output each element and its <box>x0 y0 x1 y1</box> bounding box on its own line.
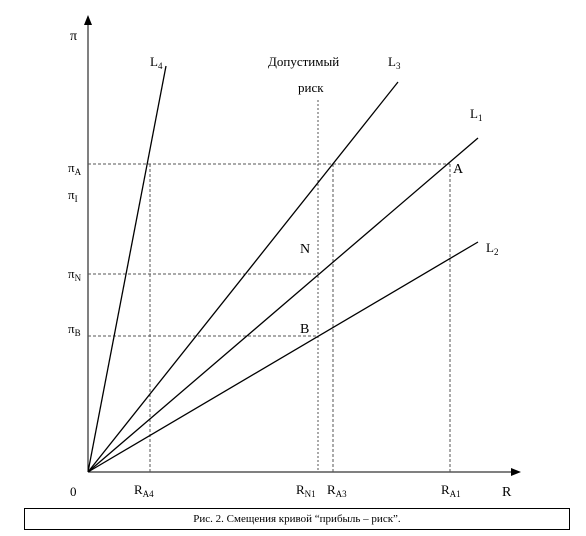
point-label-a: A <box>453 162 464 177</box>
x-tick-r-a1: RA1 <box>441 482 461 499</box>
line-l1 <box>87 137 479 473</box>
y-tick-pi-b: πB <box>68 321 81 338</box>
x-tick-r-a4: RA4 <box>134 482 154 499</box>
label-l4: L4 <box>150 54 163 71</box>
y-axis-label: π <box>70 29 77 44</box>
line-l3 <box>87 81 399 473</box>
y-tick-pi-a: πA <box>68 160 82 177</box>
point-label-b: B <box>300 322 309 337</box>
y-tick-pi-i: πI <box>68 187 78 204</box>
acceptable-risk-label-line1: Допустимый <box>268 54 339 69</box>
point-label-n: N <box>300 242 310 257</box>
figure-caption: Рис. 2. Смещения кривой “прибыль – риск”… <box>24 508 570 530</box>
acceptable-risk-label-line2: риск <box>298 80 324 95</box>
line-l4 <box>87 65 167 473</box>
y-tick-pi-n: πN <box>68 266 82 283</box>
x-tick-r-n1: RN1 <box>296 482 316 499</box>
label-l3: L3 <box>388 54 401 71</box>
line-l2 <box>87 241 479 473</box>
label-l1: L1 <box>470 106 482 123</box>
origin-label: 0 <box>70 484 77 499</box>
x-tick-r-a3: RA3 <box>327 482 347 499</box>
figure-caption-text: Рис. 2. Смещения кривой “прибыль – риск”… <box>193 513 401 525</box>
label-l2: L2 <box>486 240 498 257</box>
x-axis-label: R <box>502 485 512 500</box>
